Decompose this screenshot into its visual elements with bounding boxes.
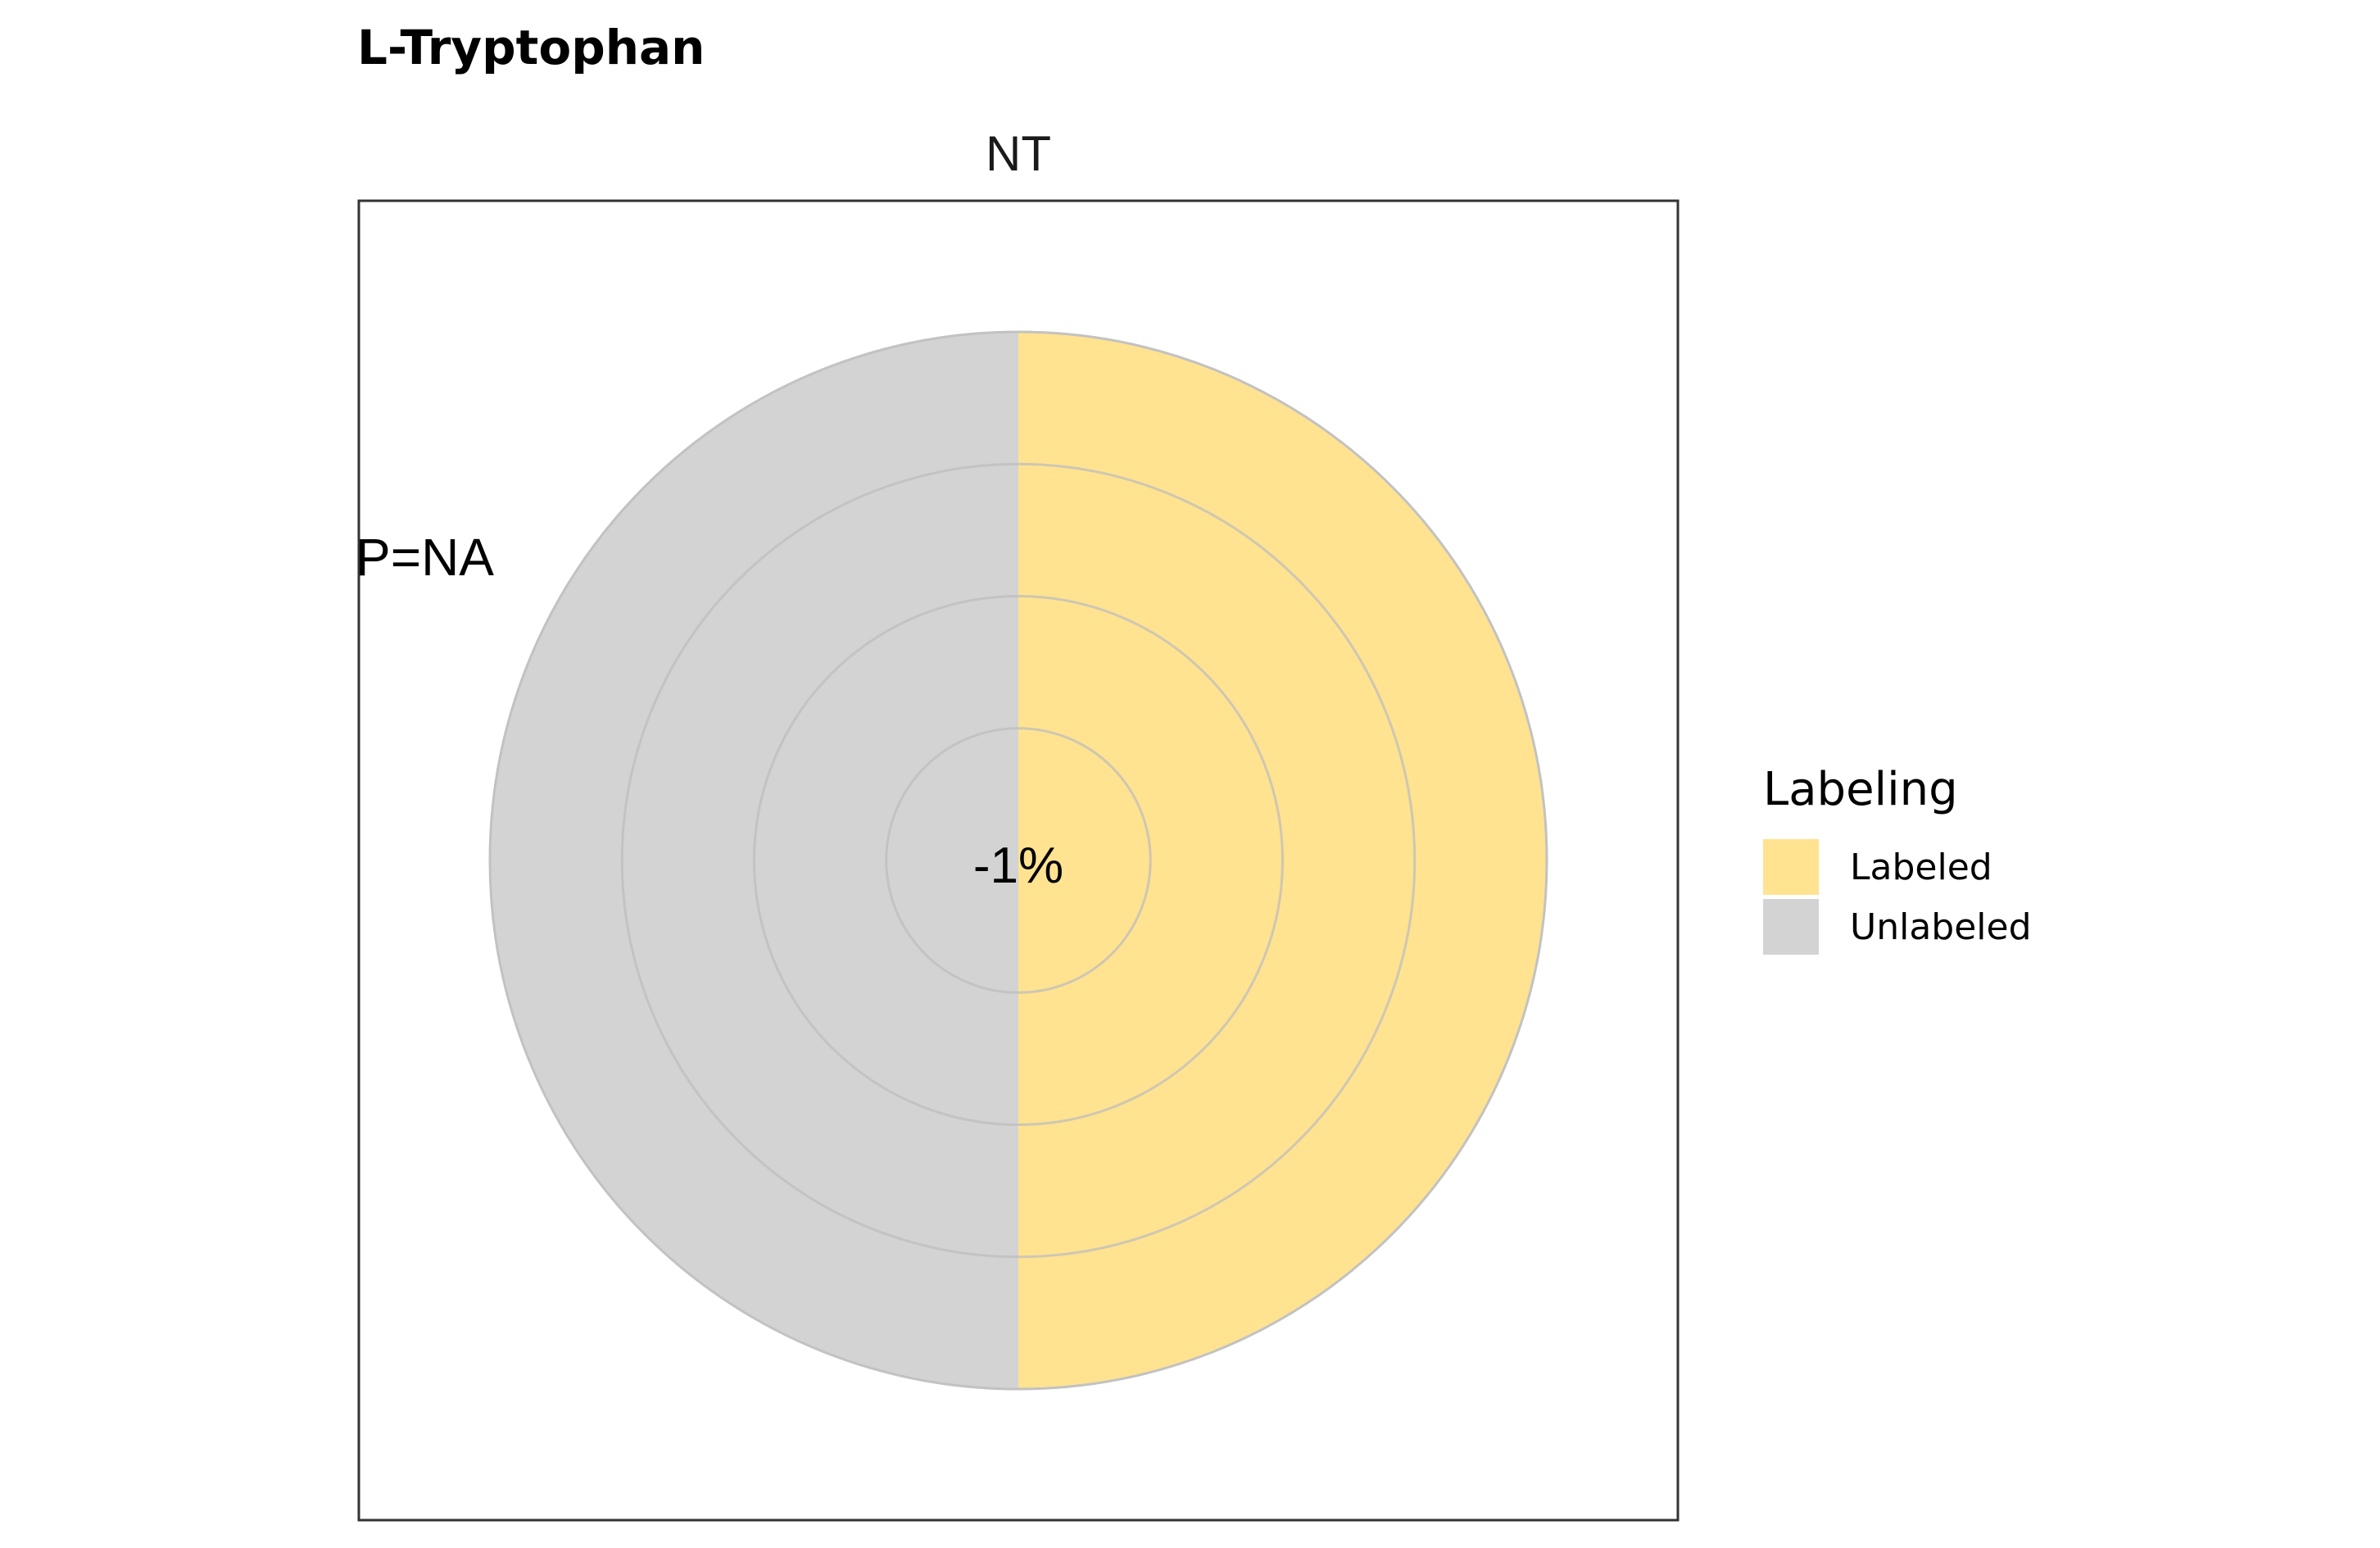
legend-title: Labeling [1763,763,1958,816]
chart-title: L-Tryptophan [357,20,705,75]
legend-swatch-labeled [1763,839,1819,895]
rings-group [488,330,1548,1391]
legend-swatch-unlabeled [1763,899,1819,955]
p-value-annotation: P=NA [356,528,494,587]
legend: Labeling Labeled Unlabeled [1763,763,2032,955]
grid-ring-3 [620,462,1417,1259]
legend-label-labeled: Labeled [1850,847,1992,888]
grid-ring-2 [753,595,1284,1126]
grid-ring-1 [885,727,1152,994]
center-percent-label: -1% [973,838,1063,894]
legend-label-unlabeled: Unlabeled [1850,906,2032,948]
grid-ring-4 [488,330,1548,1391]
facet-label: NT [986,126,1051,181]
